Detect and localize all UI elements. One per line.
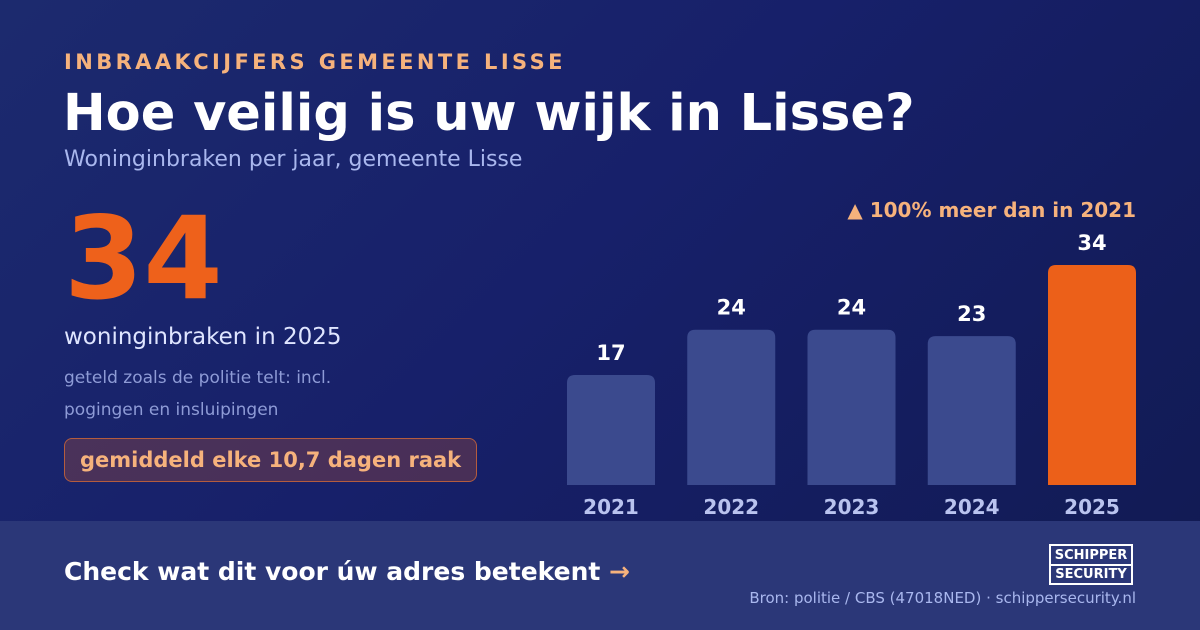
frequency-badge: gemiddeld elke 10,7 dagen raak (64, 438, 478, 482)
logo-line-1: SCHIPPER (1051, 548, 1131, 566)
cta-link[interactable]: Check wat dit voor úw adres betekent → (64, 557, 630, 586)
x-tick-2025: 2025 (1064, 495, 1120, 519)
bar-chart: 17 2021 24 2022 24 2023 23 2024 34 2025 (567, 231, 1136, 519)
subtitle: Woninginbraken per jaar, gemeente Lisse (64, 147, 523, 172)
x-tick-2021: 2021 (583, 495, 639, 519)
count-note: geteld zoals de politie telt: incl. pogi… (64, 368, 332, 420)
data-label-2023: 24 (837, 296, 866, 320)
x-tick-2024: 2024 (944, 495, 1000, 519)
arrow-right-icon: → (609, 557, 630, 586)
x-tick-2023: 2023 (824, 495, 880, 519)
headline-number: 34 (64, 192, 223, 325)
page-title: Hoe veilig is uw wijk in Lisse? (63, 84, 915, 143)
cta-text: Check wat dit voor úw adres betekent (64, 557, 601, 586)
bar-2022 (687, 329, 776, 485)
data-label-2021: 17 (596, 341, 625, 365)
source-note: Bron: politie / CBS (47018NED) · schippe… (749, 589, 1136, 607)
kicker: INBRAAKCIJFERS GEMEENTE LISSE (64, 50, 566, 74)
data-label-2022: 24 (717, 296, 746, 320)
brand-logo: SCHIPPER SECURITY (1049, 544, 1133, 585)
logo-line-2: SECURITY (1055, 567, 1127, 582)
footer-band (0, 521, 1200, 630)
bar-2025 (1048, 265, 1136, 485)
data-label-2024: 23 (957, 302, 986, 326)
headline-label: woninginbraken in 2025 (64, 324, 342, 350)
chart-annotation: ▲ 100% meer dan in 2021 (847, 198, 1136, 222)
bar-2023 (807, 329, 896, 485)
data-label-2025: 34 (1077, 231, 1106, 255)
x-tick-2022: 2022 (703, 495, 759, 519)
bar-2021 (567, 375, 655, 485)
bar-2024 (927, 336, 1016, 485)
